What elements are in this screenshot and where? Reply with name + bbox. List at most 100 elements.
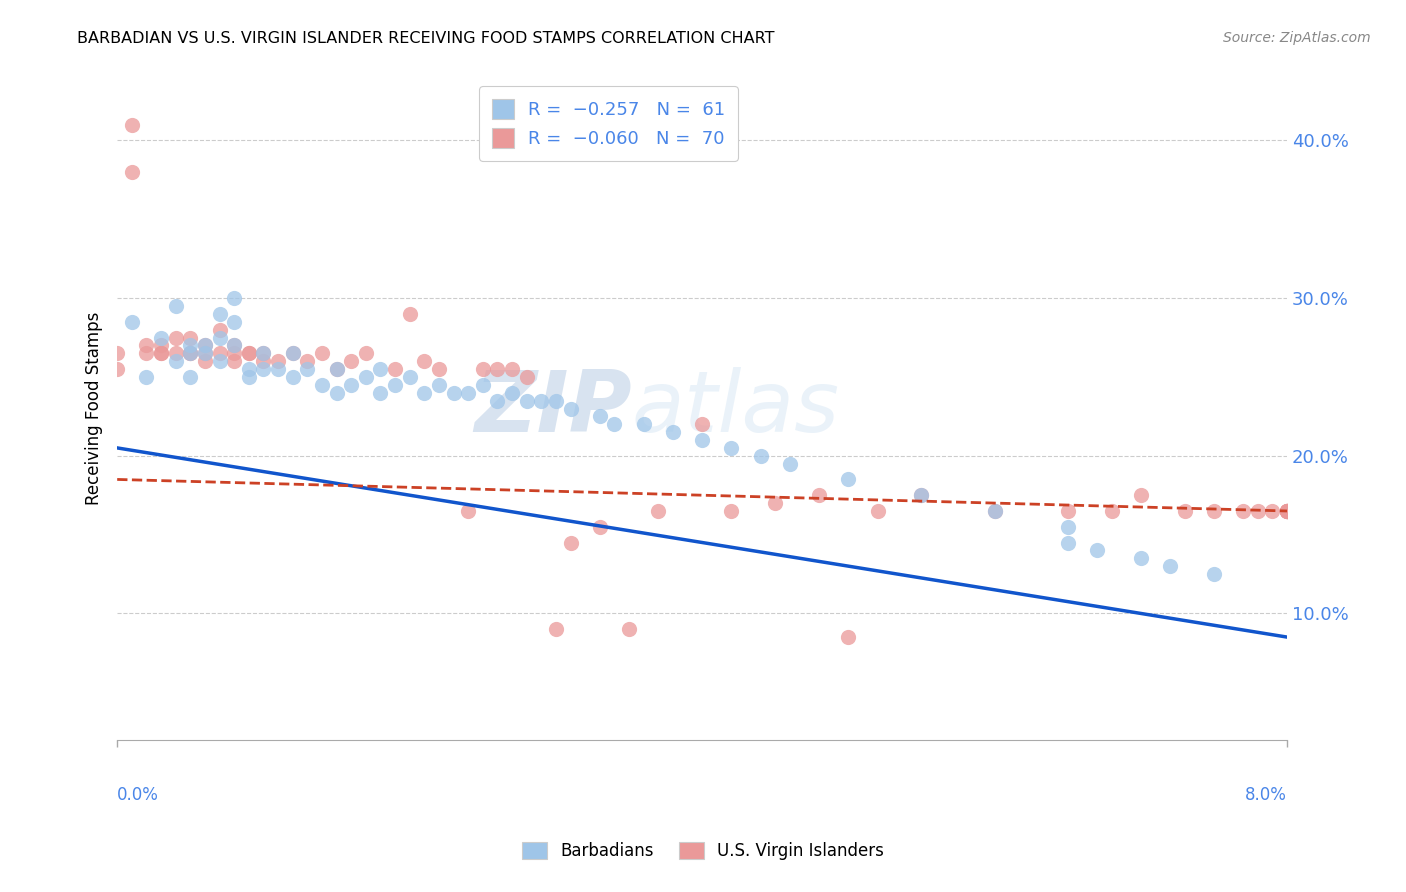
Point [179,346,201,360]
Point [252,362,274,376]
Point [325,362,347,376]
Point [662,425,685,439]
Point [398,370,420,384]
Point [150,346,173,360]
Point [1174,504,1197,518]
Text: 8.0%: 8.0% [1246,786,1286,804]
Point [530,393,553,408]
Point [384,377,406,392]
Point [267,354,290,368]
Point [165,346,187,360]
Point [837,630,859,644]
Point [281,346,304,360]
Point [690,433,713,447]
Point [763,496,786,510]
Point [150,330,173,344]
Point [194,346,217,360]
Legend: R =  −0.257   N =  61, R =  −0.060   N =  70: R = −0.257 N = 61, R = −0.060 N = 70 [479,87,738,161]
Point [501,362,523,376]
Point [1247,504,1270,518]
Point [194,354,217,368]
Point [560,401,582,416]
Point [589,409,612,424]
Point [208,354,231,368]
Point [1275,504,1298,518]
Point [165,354,187,368]
Point [1056,520,1078,534]
Point [208,346,231,360]
Point [165,299,187,313]
Point [516,393,538,408]
Point [354,370,377,384]
Point [238,346,260,360]
Point [224,291,246,305]
Point [224,315,246,329]
Point [544,622,567,636]
Point [471,362,494,376]
Point [281,370,304,384]
Point [983,504,1005,518]
Point [208,323,231,337]
Point [150,338,173,352]
Point [224,338,246,352]
Text: ZIP: ZIP [474,367,631,450]
Point [224,338,246,352]
Point [252,346,274,360]
Point [647,504,669,518]
Point [1085,543,1108,558]
Point [267,362,290,376]
Point [1202,567,1225,582]
Point [690,417,713,432]
Point [720,441,742,455]
Point [105,346,128,360]
Point [617,622,640,636]
Point [179,338,201,352]
Point [413,354,436,368]
Point [427,377,450,392]
Point [720,504,742,518]
Point [1275,504,1298,518]
Point [983,504,1005,518]
Point [179,346,201,360]
Point [179,330,201,344]
Point [370,385,392,400]
Point [443,385,465,400]
Point [179,370,201,384]
Point [340,354,363,368]
Point [297,354,319,368]
Point [1275,504,1298,518]
Point [252,346,274,360]
Point [121,165,143,179]
Point [544,393,567,408]
Point [427,362,450,376]
Point [603,417,626,432]
Point [1232,504,1254,518]
Point [194,338,217,352]
Legend: Barbadians, U.S. Virgin Islanders: Barbadians, U.S. Virgin Islanders [512,832,894,871]
Point [501,385,523,400]
Point [1159,559,1181,574]
Point [135,370,157,384]
Point [281,346,304,360]
Point [866,504,889,518]
Point [384,362,406,376]
Text: 0.0%: 0.0% [117,786,159,804]
Point [779,457,801,471]
Point [208,330,231,344]
Point [354,346,377,360]
Point [150,346,173,360]
Point [1129,488,1152,502]
Point [311,346,333,360]
Point [297,362,319,376]
Point [1275,504,1298,518]
Point [135,338,157,352]
Point [457,385,479,400]
Point [910,488,932,502]
Point [165,330,187,344]
Point [749,449,772,463]
Point [311,377,333,392]
Point [1101,504,1123,518]
Point [1056,535,1078,549]
Point [224,354,246,368]
Point [1129,551,1152,566]
